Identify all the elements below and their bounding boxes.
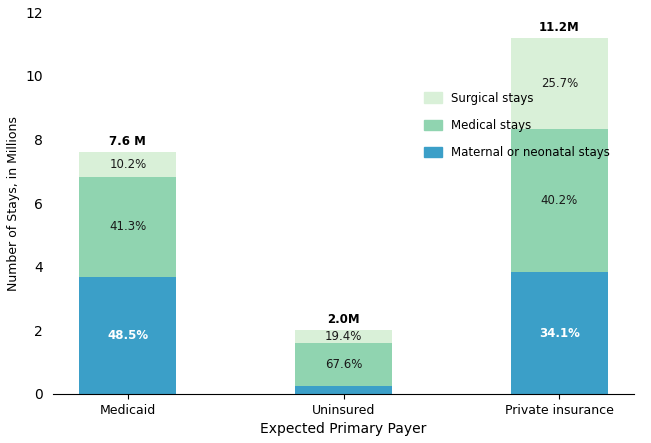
Text: 67.6%: 67.6% — [325, 358, 363, 370]
Text: 41.3%: 41.3% — [109, 220, 146, 233]
Text: 7.6 M: 7.6 M — [109, 136, 146, 148]
Text: 40.2%: 40.2% — [541, 194, 578, 207]
Text: 34.1%: 34.1% — [539, 326, 580, 340]
Text: 19.4%: 19.4% — [325, 330, 363, 343]
Bar — [295, 330, 392, 342]
Bar — [511, 272, 608, 394]
Bar — [79, 177, 176, 276]
Bar — [79, 152, 176, 177]
Text: 25.7%: 25.7% — [541, 77, 578, 90]
Text: 11.2M: 11.2M — [539, 21, 580, 34]
Bar — [295, 385, 392, 394]
Bar — [511, 38, 608, 129]
Bar — [295, 342, 392, 385]
Bar — [511, 129, 608, 272]
Bar — [79, 276, 176, 394]
Text: 10.2%: 10.2% — [109, 158, 146, 171]
Text: 2.0M: 2.0M — [327, 313, 360, 326]
X-axis label: Expected Primary Payer: Expected Primary Payer — [260, 422, 427, 436]
Text: 48.5%: 48.5% — [107, 329, 148, 342]
Legend: Surgical stays, Medical stays, Maternal or neonatal stays: Surgical stays, Medical stays, Maternal … — [419, 87, 615, 164]
Y-axis label: Number of Stays, in Millions: Number of Stays, in Millions — [7, 116, 20, 291]
